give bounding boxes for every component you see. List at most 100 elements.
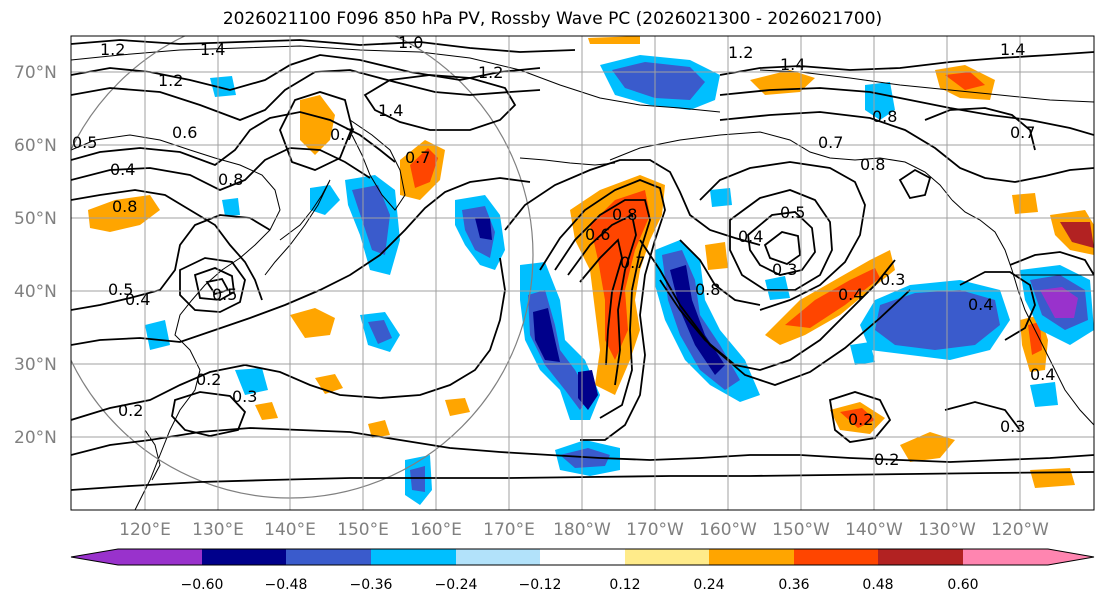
contour-label: 0.8: [860, 155, 885, 174]
pv-contour: [944, 401, 1021, 431]
contour-label: 0.4: [738, 227, 763, 246]
lon-label: 130°E: [192, 520, 244, 540]
anomaly-positive: [255, 402, 278, 420]
coastline-alaska: [609, 131, 953, 201]
longitude-labels: 120°E 130°E 140°E 150°E 160°E 170°E 180°…: [119, 520, 1049, 540]
colorbar-tick-label: −0.24: [435, 577, 478, 593]
anomaly-negative: [533, 308, 560, 362]
anomaly-positive: [1030, 468, 1075, 488]
coastline-north-america: [951, 199, 1094, 426]
coastline-siberia: [71, 45, 721, 113]
pv-contour: [71, 69, 541, 121]
colorbar-tick-label: −0.48: [265, 577, 308, 593]
contour-label: 0.3: [772, 260, 797, 279]
colorbar-bin: [625, 549, 709, 565]
anomaly-negative: [865, 82, 895, 120]
contour-label: 0.7: [818, 133, 843, 152]
pv-contour: [679, 239, 761, 306]
colorbar: −0.60 −0.48 −0.36 −0.24 −0.12 0.12 0.24 …: [70, 548, 1095, 593]
pv-contour: [205, 277, 230, 296]
pv-contour: [71, 427, 1094, 463]
lon-label: 160°W: [699, 520, 757, 540]
anomaly-positive: [900, 432, 955, 462]
contour-label: 0.3: [1000, 417, 1025, 436]
contour-label: 0.7: [620, 253, 645, 272]
contour-label: 0.8: [218, 170, 243, 189]
anomaly-negative: [850, 342, 875, 365]
anomaly-positive: [785, 268, 880, 328]
anomaly-positive: [1012, 193, 1038, 214]
colorbar-bin: [709, 549, 794, 565]
contour-label: 0.4: [838, 285, 863, 304]
lon-label: 120°E: [119, 520, 171, 540]
contour-label: 1.4: [780, 55, 805, 74]
contour-label: 0.4: [968, 295, 993, 314]
pv-contour: [924, 107, 1036, 151]
pv-contour: [71, 471, 1094, 491]
anomaly-negative: [1030, 382, 1058, 407]
colorbar-tick-label: −0.36: [350, 577, 393, 593]
pv-contour: [699, 161, 866, 311]
pv-contour: [567, 213, 637, 386]
anomaly-negative: [368, 320, 392, 344]
colorbar-bin: [878, 549, 963, 565]
pv-contour: [71, 111, 396, 167]
lon-label: 170°E: [483, 520, 535, 540]
contour-label: 1.4: [200, 40, 225, 59]
pv-contour: [71, 39, 576, 53]
lat-label: 60°N: [14, 136, 57, 156]
colorbar-tick-label: 0.36: [778, 577, 809, 593]
anomaly-negative: [352, 185, 390, 255]
colorbar-tick-label: 0.60: [947, 577, 978, 593]
lon-label: 120°W: [991, 520, 1049, 540]
lat-label: 20°N: [14, 428, 57, 448]
pv-contour: [171, 391, 247, 437]
contour-label: 0.8: [872, 107, 897, 126]
anomaly-negative: [670, 265, 725, 375]
lon-label: 180°W: [553, 520, 611, 540]
pv-contour: [279, 91, 353, 171]
contour-label: 0.5: [780, 203, 805, 222]
contour-label: 1.2: [478, 63, 503, 82]
anomaly-positive: [588, 36, 640, 44]
colorbar-outline: [70, 548, 1095, 566]
lat-label: 70°N: [14, 63, 57, 83]
contour-label: 0.5: [108, 280, 133, 299]
contour-label: 0.7: [1010, 123, 1035, 142]
contour-label: 0.3: [880, 270, 905, 289]
colorbar-tick-label: 0.24: [693, 577, 724, 593]
pv-contour: [193, 267, 235, 301]
lat-label: 40°N: [14, 282, 57, 302]
anomaly-negative: [1040, 287, 1078, 318]
pv-contour: [554, 199, 651, 419]
latitude-labels: 70°N 60°N 50°N 40°N 30°N 20°N: [14, 63, 57, 448]
contour-label: 0.4: [125, 290, 150, 309]
colorbar-tick-label: 0.48: [862, 577, 893, 593]
anomaly-positive: [88, 195, 160, 232]
anomaly-positive: [300, 95, 335, 155]
contour-label: 0.6: [172, 123, 197, 142]
contour-label: 0.2: [118, 401, 143, 420]
anomaly-negative: [578, 370, 598, 410]
pv-contour: [719, 87, 1094, 136]
lon-label: 140°E: [264, 520, 316, 540]
colorbar-tick-label: −0.12: [519, 577, 562, 593]
colorbar-tick-label: −0.60: [181, 577, 224, 593]
lon-label: 170°W: [626, 520, 684, 540]
coastlines: [71, 45, 1094, 510]
pv-contour: [504, 159, 761, 246]
anomaly-positive: [1060, 222, 1094, 248]
pv-contour: [763, 231, 801, 266]
contour-label: 0.4: [1030, 365, 1055, 384]
anomaly-positive: [840, 408, 875, 428]
lon-label: 130°W: [918, 520, 976, 540]
anomaly-positive: [290, 308, 335, 338]
pv-contour: [71, 257, 506, 421]
anomaly-negative: [765, 276, 790, 300]
contour-label: 0.5: [212, 285, 237, 304]
contour-label: 1.2: [158, 71, 183, 90]
pv-contour: [71, 177, 531, 346]
map-frame: [70, 35, 1095, 511]
contour-label: 0.7: [405, 148, 430, 167]
